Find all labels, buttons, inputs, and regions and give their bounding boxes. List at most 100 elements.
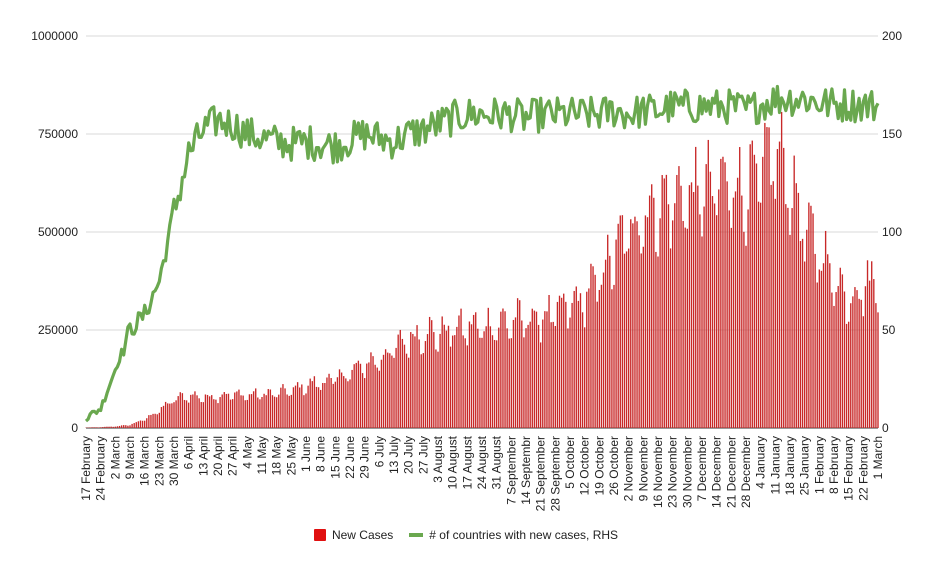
new-cases-bar <box>816 282 818 428</box>
new-cases-bar <box>441 316 443 428</box>
new-cases-swatch <box>313 529 326 541</box>
new-cases-bar <box>860 299 862 428</box>
new-cases-bar <box>424 341 427 428</box>
x-tick-label: 18 January <box>783 436 797 495</box>
x-tick-label: 25 May <box>284 436 298 475</box>
x-tick-label: 26 October <box>607 436 621 495</box>
new-cases-bar <box>462 335 464 428</box>
new-cases-bar <box>613 284 615 428</box>
new-cases-bar <box>571 302 573 428</box>
new-cases-bar <box>357 360 360 428</box>
new-cases-bar <box>173 402 175 428</box>
new-cases-bar <box>495 340 498 428</box>
new-cases-bar <box>309 378 311 428</box>
new-cases-bar <box>104 426 106 428</box>
new-cases-bar <box>183 399 186 428</box>
new-cases-bar <box>491 335 494 428</box>
new-cases-bar <box>709 171 712 429</box>
x-tick-label: 30 November <box>680 436 694 508</box>
legend-item-countries[interactable]: # of countries with new cases, RHS <box>409 528 618 542</box>
new-cases-bar <box>242 395 244 428</box>
x-tick-label: 1 March <box>871 436 885 479</box>
new-cases-bar <box>282 384 284 428</box>
new-cases-bar <box>873 279 875 428</box>
new-cases-bar <box>231 399 234 428</box>
x-tick-label: 14 December <box>710 436 724 508</box>
new-cases-bar <box>407 357 410 428</box>
new-cases-bar <box>91 427 93 428</box>
x-tick-label: 15 February <box>842 436 856 501</box>
new-cases-bar <box>818 269 821 428</box>
new-cases-bar <box>351 369 353 428</box>
new-cases-bar <box>586 291 588 428</box>
new-cases-bar <box>426 334 429 428</box>
x-tick-label: 15 June <box>328 436 342 479</box>
new-cases-bar <box>278 394 280 428</box>
new-cases-bar <box>267 389 269 428</box>
new-cases-bar <box>615 239 617 428</box>
new-cases-bar <box>250 394 253 428</box>
new-cases-bar <box>506 328 508 428</box>
new-cases-bar <box>244 400 246 428</box>
new-cases-bar <box>611 289 613 428</box>
x-tick-label: 24 February <box>94 436 108 501</box>
new-cases-bar <box>774 198 777 428</box>
new-cases-bar <box>866 260 869 428</box>
new-cases-bar <box>711 196 714 428</box>
left-tick-label: 1000000 <box>31 29 78 43</box>
new-cases-bar <box>403 344 406 428</box>
new-cases-bar <box>732 197 735 428</box>
new-cases-bar <box>116 426 119 428</box>
new-cases-bar <box>644 215 647 428</box>
new-cases-bar <box>317 387 320 428</box>
new-cases-bar <box>439 333 441 428</box>
left-tick-label: 0 <box>71 421 78 435</box>
new-cases-bar <box>456 326 458 428</box>
new-cases-bar <box>764 122 766 428</box>
new-cases-bar <box>504 311 506 428</box>
new-cases-bar <box>877 312 879 428</box>
new-cases-bar <box>759 202 762 428</box>
new-cases-bar <box>416 325 418 428</box>
new-cases-bar <box>397 334 399 428</box>
x-tick-label: 28 September <box>548 436 562 511</box>
new-cases-bar <box>215 399 217 428</box>
new-cases-bar <box>510 338 513 428</box>
new-cases-bar <box>221 394 223 428</box>
new-cases-bar <box>552 321 554 428</box>
new-cases-bar <box>217 403 219 428</box>
new-cases-bar <box>544 311 546 428</box>
new-cases-bar <box>500 311 502 428</box>
x-tick-label: 27 April <box>226 436 240 476</box>
x-tick-label: 30 March <box>167 436 181 486</box>
new-cases-bar <box>508 338 510 428</box>
x-tick-label: 23 March <box>152 436 166 486</box>
new-cases-bar <box>850 303 852 428</box>
new-cases-bar <box>190 394 192 428</box>
new-cases-bar <box>803 261 806 428</box>
new-cases-bar <box>776 149 779 429</box>
new-cases-bar <box>502 308 504 428</box>
new-cases-bar <box>152 413 154 428</box>
new-cases-bar <box>284 388 286 428</box>
new-cases-bar <box>690 182 693 428</box>
new-cases-bar <box>852 296 854 428</box>
new-cases-bar <box>177 396 179 428</box>
legend-item-new-cases[interactable]: New Cases <box>313 528 394 542</box>
new-cases-bar <box>236 391 238 428</box>
new-cases-bar <box>512 319 515 428</box>
new-cases-bar <box>713 203 716 428</box>
x-tick-label: 22 February <box>856 436 870 501</box>
new-cases-bar <box>594 274 596 428</box>
new-cases-bar <box>871 261 873 428</box>
x-tick-label: 20 April <box>211 436 225 476</box>
legend-label-new-cases: New Cases <box>331 528 394 542</box>
new-cases-bar <box>475 312 477 428</box>
new-cases-bar <box>659 218 661 428</box>
new-cases-bar <box>556 301 559 428</box>
new-cases-bar <box>395 347 397 428</box>
new-cases-bar <box>806 229 808 428</box>
new-cases-bar <box>336 377 339 428</box>
new-cases-bar <box>686 228 689 428</box>
